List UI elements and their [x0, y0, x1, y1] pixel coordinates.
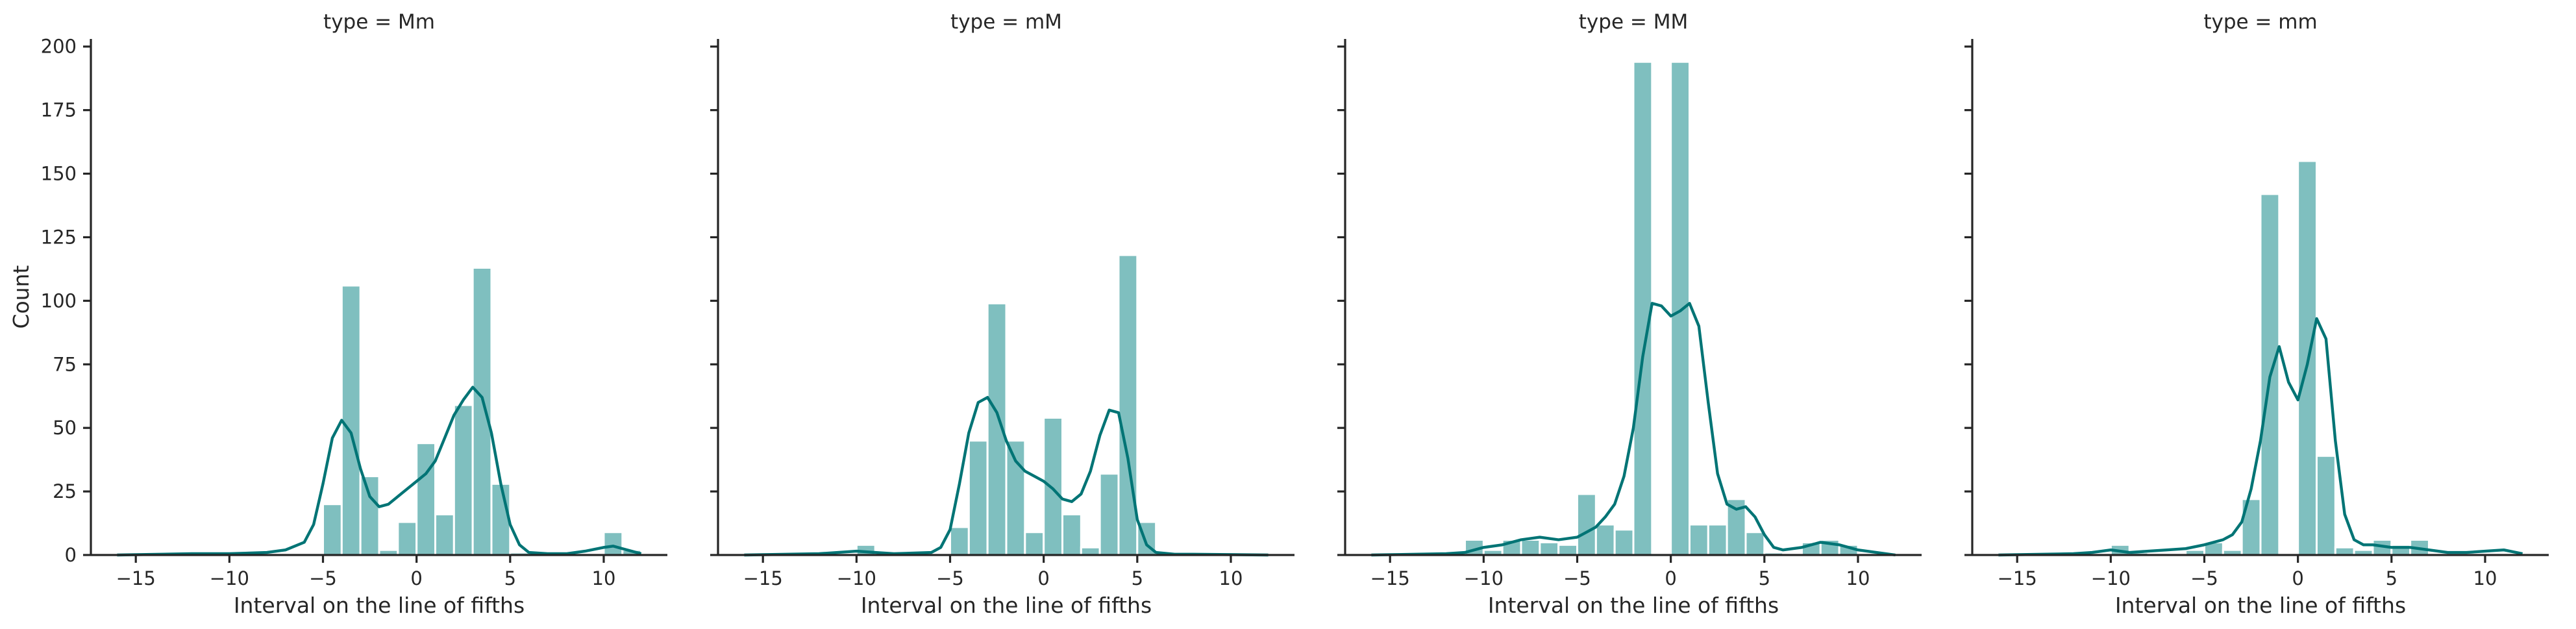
panel-title: type = Mm: [323, 10, 435, 34]
y-tick-label: 125: [41, 226, 77, 248]
x-axis-label: Interval on the line of fifths: [2115, 593, 2406, 618]
histogram-bar: [1024, 531, 1045, 556]
x-tick-label: −5: [936, 567, 964, 589]
x-tick-label: 5: [2386, 567, 2397, 589]
histogram-bars: [1464, 60, 1859, 556]
panel-title: type = mm: [2203, 10, 2317, 34]
histogram-bar: [1707, 523, 1728, 556]
x-tick-label: −5: [2190, 567, 2218, 589]
x-axis-label: Interval on the line of fifths: [234, 593, 525, 618]
histogram-bar: [1670, 60, 1690, 556]
x-tick-label: −10: [210, 567, 249, 589]
x-tick-label: 5: [504, 567, 516, 589]
histogram-bar: [359, 475, 380, 556]
x-tick-label: −15: [116, 567, 156, 589]
y-tick-label: 75: [53, 353, 77, 375]
histogram-bar: [1539, 541, 1560, 556]
histogram-bar: [1080, 546, 1101, 556]
x-tick-label: 0: [1037, 567, 1049, 589]
histogram-bar: [949, 526, 970, 556]
histogram-bars: [855, 254, 1158, 556]
y-axis-label: Count: [8, 265, 34, 328]
histogram-bar: [1613, 528, 1635, 556]
histogram-bar: [602, 531, 624, 556]
histogram-bar: [1632, 60, 1653, 556]
panel-title: type = MM: [1579, 10, 1688, 34]
x-tick-label: −10: [2091, 567, 2131, 589]
histogram-bar: [1098, 473, 1120, 556]
histogram-bar: [2334, 546, 2355, 556]
histogram-bar: [1061, 513, 1082, 556]
y-tick-label: 25: [53, 480, 77, 502]
histogram-bar: [434, 513, 455, 556]
kde-curve: [1998, 317, 2523, 557]
x-tick-label: −15: [1998, 567, 2037, 589]
x-tick-label: 10: [2473, 567, 2497, 589]
histogram-bar: [1688, 523, 1709, 556]
x-tick-label: 10: [1219, 567, 1243, 589]
x-tick-label: 10: [592, 567, 616, 589]
x-tick-label: 10: [1846, 567, 1870, 589]
histogram-bar: [2315, 454, 2336, 556]
kde-curve: [744, 396, 1269, 557]
histogram-bar: [1744, 531, 1766, 556]
x-tick-label: 5: [1759, 567, 1770, 589]
panel-3: −15 −10 −5 0 5 10 type = MM Interval on the lin…: [1337, 10, 1922, 618]
histogram-bar: [1520, 539, 1541, 556]
y-tick-label: 150: [41, 163, 77, 185]
x-tick-label: 0: [410, 567, 422, 589]
x-tick-label: 0: [2292, 567, 2303, 589]
kde-curve: [1371, 302, 1896, 557]
x-tick-label: −15: [743, 567, 783, 589]
histogram-bar: [490, 482, 512, 556]
histogram-bar: [322, 503, 343, 556]
histogram-bar: [415, 442, 436, 556]
histogram-bar: [967, 439, 989, 556]
x-tick-label: −5: [309, 567, 337, 589]
x-tick-label: 0: [1665, 567, 1676, 589]
histogram-bar: [1594, 523, 1616, 556]
histogram-bar: [1043, 417, 1063, 556]
y-tick-label: 175: [41, 99, 77, 121]
kde-curve: [117, 386, 642, 557]
histogram-bar: [471, 266, 493, 556]
x-tick-label: −10: [837, 567, 876, 589]
x-tick-label: −15: [1370, 567, 1410, 589]
y-tick-label: 200: [41, 36, 77, 58]
x-tick-label: 5: [1132, 567, 1143, 589]
histogram-bar: [397, 521, 418, 556]
histogram-bar: [1557, 543, 1579, 556]
histogram-bars: [2109, 160, 2430, 556]
histogram-bars: [322, 266, 643, 556]
x-tick-label: −10: [1464, 567, 1504, 589]
y-tick-label: 50: [53, 417, 77, 439]
x-axis-label: Interval on the line of fifths: [861, 593, 1152, 618]
y-tick-label: 0: [65, 544, 77, 566]
x-axis-label: Interval on the line of fifths: [1488, 593, 1779, 618]
panel-4: −15 −10 −5 0 5 10 type = mm Interval on the lin…: [1964, 10, 2549, 618]
panel-2: −15 −10 −5 0 5 10 type = mM Interval on the lin…: [710, 10, 1294, 618]
histogram-bar: [452, 404, 474, 556]
y-tick-label: 100: [41, 290, 77, 312]
x-tick-label: −5: [1563, 567, 1591, 589]
histogram-bar: [340, 284, 362, 556]
panel-title: type = mM: [950, 10, 1062, 34]
histogram-bar: [1576, 493, 1597, 556]
